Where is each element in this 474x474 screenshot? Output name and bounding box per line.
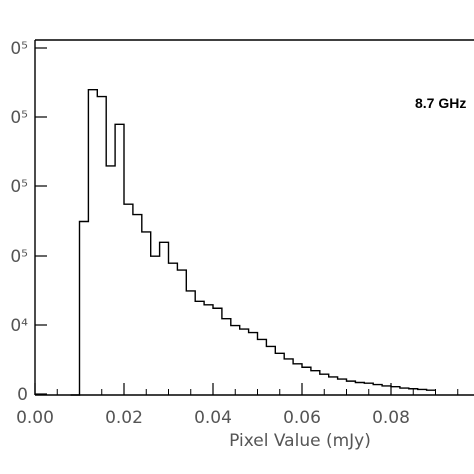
x-tick-label: 0.08 xyxy=(372,408,410,428)
frequency-annotation: 8.7 GHz xyxy=(415,95,466,111)
y-tick-label: 0⁵ xyxy=(10,177,28,197)
y-tick-label: 0⁵ xyxy=(10,247,28,267)
x-ticks: 0.00 0.02 0.04 0.06 0.08 xyxy=(16,383,459,428)
y-tick-label: 0⁴ xyxy=(10,316,28,336)
y-tick-label: 0 xyxy=(17,385,28,405)
x-tick-label: 0.04 xyxy=(194,408,232,428)
y-tick-label: 0⁵ xyxy=(10,39,28,59)
x-tick-label: 0.02 xyxy=(105,408,143,428)
y-ticks: 0⁵ 0⁵ 0⁵ 0⁵ 0⁴ 0 xyxy=(10,39,47,405)
histogram-series xyxy=(70,88,436,396)
y-tick-label: 0⁵ xyxy=(10,108,28,128)
x-tick-label: 0.06 xyxy=(283,408,321,428)
x-axis-title: Pixel Value (mJy) xyxy=(229,431,371,451)
x-tick-label: 0.00 xyxy=(16,408,54,428)
histogram-step-line xyxy=(70,88,436,396)
